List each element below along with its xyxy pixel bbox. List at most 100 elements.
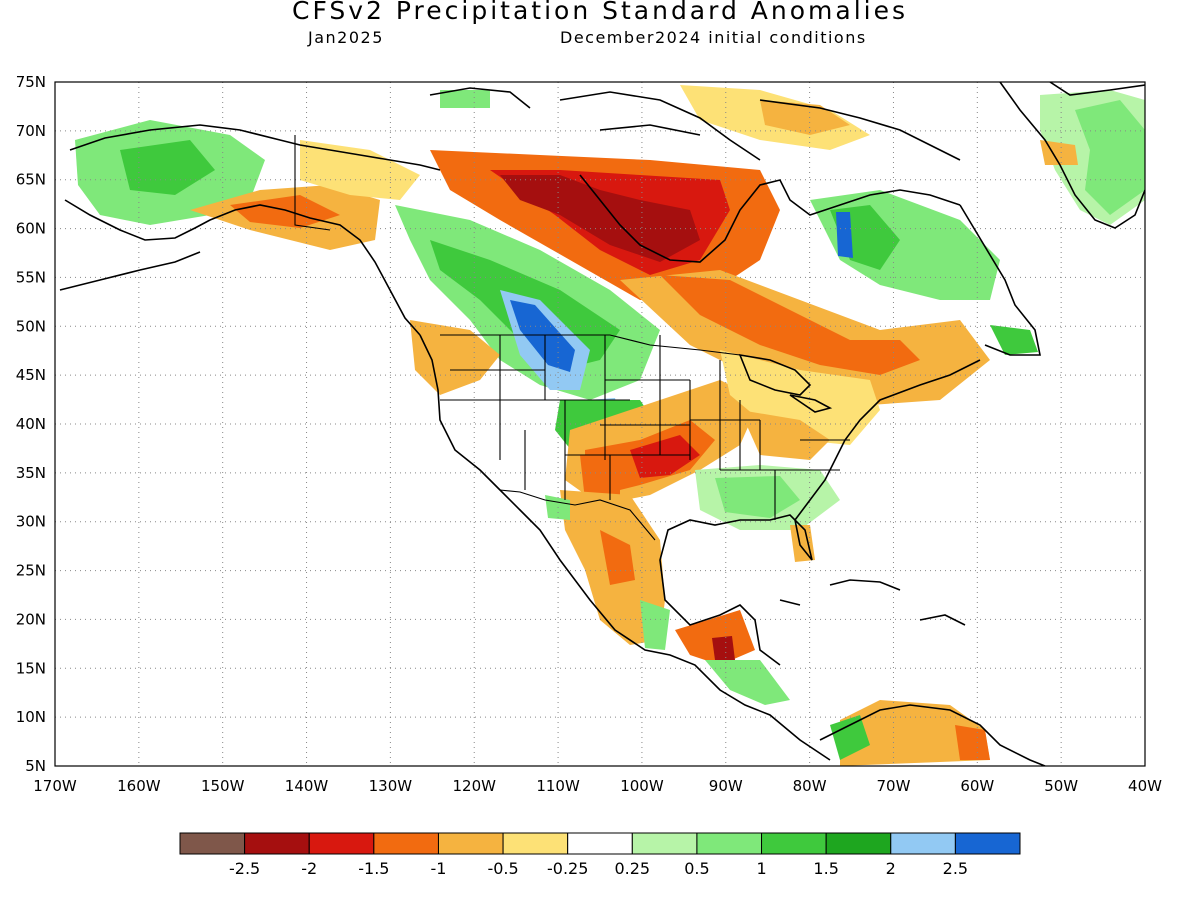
arctic-dry-patch-2 — [760, 100, 850, 135]
south-america-dry — [840, 700, 990, 766]
legend-swatch — [954, 832, 1021, 855]
mexico-east-wet — [640, 600, 670, 650]
us-mexico-border — [499, 489, 656, 541]
legend-swatch — [179, 832, 246, 855]
lat-tick-label: 70N — [16, 122, 46, 140]
lat-tick-label: 20N — [16, 610, 46, 628]
southern-plains-dry-core — [630, 435, 700, 478]
newfoundland-wet — [990, 325, 1038, 355]
legend-swatch — [373, 832, 439, 855]
ohio-valley-dry — [740, 410, 830, 460]
legend-label: -2.5 — [229, 859, 260, 878]
legend-label: -0.25 — [547, 859, 588, 878]
lat-tick-label: 65N — [16, 171, 46, 189]
legend-label: -1 — [430, 859, 446, 878]
legend-label: 1 — [756, 859, 766, 878]
lat-tick-label: 75N — [16, 73, 46, 91]
southeast-us-wet-core — [715, 476, 800, 518]
greenland-wet-core — [1075, 100, 1145, 215]
legend-label: -2 — [301, 859, 317, 878]
legend-label: 2 — [886, 859, 896, 878]
color-legend: -2.5 -2 -1.5 -1 -0.5 -0.25 0.25 0.5 1 1.5 2 2.5 — [179, 832, 1021, 878]
lon-tick-label: 70W — [877, 777, 911, 795]
us-east-coast — [659, 359, 981, 666]
lon-tick-label: 80W — [793, 777, 827, 795]
coastlines — [59, 82, 1145, 766]
lat-tick-label: 15N — [16, 659, 46, 677]
alaska-west-wet-core — [120, 140, 215, 195]
lon-tick-label: 150W — [201, 777, 245, 795]
legend-label: -1.5 — [358, 859, 389, 878]
hudson-bay-dry-core — [500, 175, 700, 262]
legend-label: 0.5 — [684, 859, 709, 878]
legend-swatch — [567, 832, 633, 855]
lat-tick-label: 55N — [16, 268, 46, 286]
lat-tick-label: 35N — [16, 464, 46, 482]
florida-dry — [790, 525, 815, 562]
ontario-quebec-dry — [660, 275, 920, 375]
mexico-dry-core — [600, 530, 635, 585]
lon-tick-label: 90W — [709, 777, 743, 795]
yukon-dry — [300, 140, 420, 200]
target-month: Jan2025 — [308, 28, 384, 47]
pacific-nw-dry — [410, 320, 500, 395]
arctic-islands — [429, 87, 961, 161]
alaska-canada-border — [294, 135, 331, 231]
lat-tick-label: 45N — [16, 366, 46, 384]
lon-tick-label: 170W — [33, 777, 77, 795]
lon-tick-label: 120W — [452, 777, 496, 795]
caribbean-islands — [779, 579, 966, 626]
alaska-south-dry-core — [230, 195, 340, 228]
chart-title: CFSv2 Precipitation Standard Anomalies — [291, 0, 908, 25]
lon-tick-label: 50W — [1044, 777, 1078, 795]
legend-label: 2.5 — [943, 859, 968, 878]
state-lines — [440, 335, 850, 520]
labrador-wet-core — [836, 212, 853, 258]
alaska-coast — [59, 124, 441, 336]
lon-tick-label: 100W — [620, 777, 664, 795]
lat-tick-label: 10N — [16, 708, 46, 726]
legend-swatch — [761, 832, 827, 855]
legend-swatch — [437, 832, 504, 855]
canada-us-border — [440, 334, 741, 356]
saskatchewan-wet-core — [510, 300, 575, 372]
yucatan-dry — [675, 610, 755, 665]
lat-tick-label: 60N — [16, 220, 46, 238]
great-lakes — [738, 353, 833, 413]
latitude-labels: 75N 70N 65N 60N 55N 50N 45N 40N 35N 30N 25N 20N 15N 1… — [16, 73, 46, 775]
legend-label: -0.5 — [487, 859, 518, 878]
longitude-labels: 170W 160W 150W 140W 130W 120W 110W 100W 90W 80W 70… — [33, 777, 1162, 795]
lon-tick-label: 140W — [285, 777, 329, 795]
initial-conditions: December2024 initial conditions — [560, 28, 867, 47]
legend-label: 1.5 — [813, 859, 838, 878]
legend-swatch — [890, 832, 956, 855]
gridlines — [55, 82, 1145, 766]
lat-tick-label: 30N — [16, 513, 46, 531]
south-america-coast — [819, 704, 1046, 766]
lat-tick-label: 5N — [25, 757, 46, 775]
map-frame — [54, 81, 1146, 767]
hudson-bay-coast — [579, 174, 961, 263]
central-america-wet — [705, 660, 790, 705]
yucatan-dry-core — [712, 636, 735, 660]
legend-swatch — [696, 832, 763, 855]
legend-swatch — [244, 832, 310, 855]
colombia-wet — [830, 715, 870, 760]
political-boundaries — [294, 135, 850, 541]
north-america-west-coast — [419, 334, 831, 761]
lon-tick-label: 110W — [536, 777, 580, 795]
legend-swatch — [825, 832, 892, 855]
arctic-wet-patch — [440, 90, 490, 108]
legend-swatch — [308, 832, 375, 855]
legend-swatch — [631, 832, 698, 855]
lat-tick-label: 50N — [16, 317, 46, 335]
lon-tick-label: 160W — [117, 777, 161, 795]
lat-tick-label: 40N — [16, 415, 46, 433]
lat-tick-label: 25N — [16, 562, 46, 580]
lon-tick-label: 130W — [369, 777, 413, 795]
labrador-coast — [959, 204, 1041, 356]
greenland-coast — [999, 82, 1145, 229]
legend-label: 0.25 — [614, 859, 650, 878]
lon-tick-label: 60W — [960, 777, 994, 795]
